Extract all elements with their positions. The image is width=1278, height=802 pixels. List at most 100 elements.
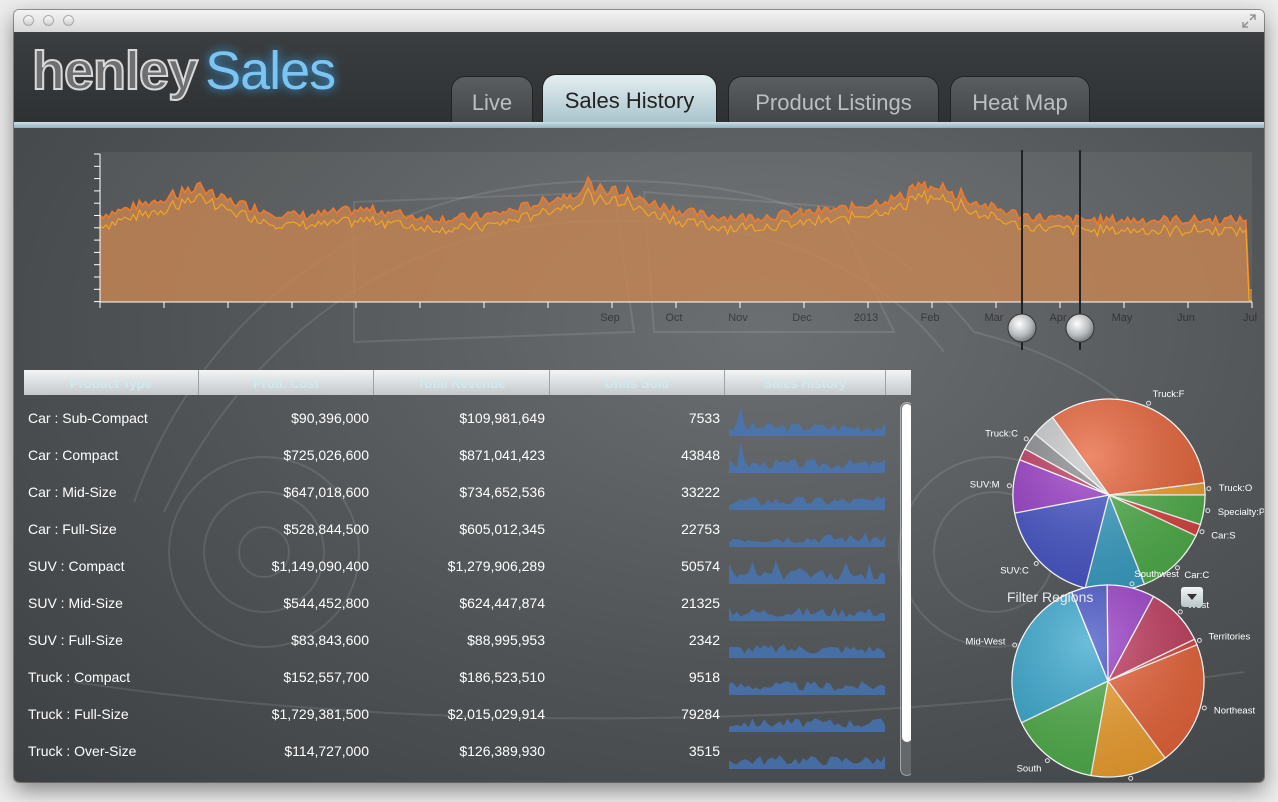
cell-cost: $114,727,000 [284,743,369,759]
cell-type: Truck : Full-Size [28,706,129,722]
cell-cost: $83,843,600 [291,632,369,648]
filter-label: Filter Regions [1007,589,1094,605]
table-row[interactable]: SUV : Full-Size $83,843,600 $88,995,953 234… [24,622,894,659]
cell-revenue: $88,995,953 [467,632,545,648]
header-label: Product Type [69,376,153,391]
zoom-button[interactable] [63,15,74,26]
cell-revenue: $2,015,029,914 [447,706,545,722]
timeline-x-label: Mar [985,312,1004,324]
title-bar [14,10,1264,33]
region-pie-label: Southwest [1134,569,1179,580]
tab-label: Product Listings [755,90,912,115]
cell-type: Car : Mid-Size [28,484,117,500]
fullscreen-icon[interactable] [1242,14,1256,28]
table-row[interactable]: Car : Compact $725,026,600 $871,041,423 438… [24,437,894,474]
cell-cost: $725,026,600 [283,447,369,463]
column-header-units-sold[interactable]: Units Sold [550,370,725,395]
cell-units: 43848 [681,447,720,463]
product-pie-label: SUV:C [1000,565,1029,576]
column-header-sales-history[interactable]: Sales History [725,370,886,395]
tab-sales-history[interactable]: Sales History [542,74,717,124]
table-row[interactable]: Truck : Compact $152,557,700 $186,523,510 9… [24,659,894,696]
product-pie-label: Truck:C [985,428,1018,439]
tab-product-listings[interactable]: Product Listings [728,76,939,123]
sales-history-sparkline [729,533,885,547]
sales-area [100,177,1252,302]
range-start-handle[interactable] [1007,313,1037,343]
cell-units: 21325 [681,595,720,611]
tab-live[interactable]: Live [451,76,533,123]
cell-type: Car : Sub-Compact [28,410,148,426]
timeline-x-label: May [1112,312,1133,324]
range-end-handle[interactable] [1065,313,1095,343]
table-header: Product Type Prod. Cost Total Revenue Un… [24,370,911,395]
sales-history-sparkline [729,644,885,658]
logo-henley: henley [31,41,199,101]
column-header-prod-cost[interactable]: Prod. Cost [199,370,374,395]
sales-timeline-chart[interactable]: Sep Oct Nov Dec 2013 Feb Mar Apr May Jun Jul [14,132,1264,362]
header-label: Sales History [763,376,847,391]
sales-history-sparkline [729,496,885,510]
cell-cost: $152,557,700 [283,669,369,685]
table-row[interactable]: Car : Sub-Compact $90,396,000 $109,981,649… [24,400,894,437]
sales-lower-line [99,187,1253,302]
cell-revenue: $109,981,649 [459,410,545,426]
table-row[interactable]: Truck : Full-Size $1,729,381,500 $2,015,02… [24,696,894,733]
cell-units: 7533 [688,410,720,426]
cell-type: Car : Compact [28,447,119,463]
logo-sales: Sales [205,41,336,101]
table-row[interactable]: SUV : Mid-Size $544,452,800 $624,447,874 21… [24,585,894,622]
tab-heat-map[interactable]: Heat Map [950,76,1090,123]
cell-revenue: $624,447,874 [459,595,545,611]
column-header-product-type[interactable]: Product Type [24,370,199,395]
cell-revenue: $605,012,345 [459,521,545,537]
timeline-x-label: Jul [1243,312,1257,324]
product-pie[interactable]: Truck:FTruck:OSpecialty:PCar:SCar:CArk-L… [970,389,1264,611]
timeline-x-label: Apr [1049,312,1066,324]
tab-label: Live [471,90,513,115]
sales-history-sparkline [729,718,885,732]
header-label: Prod. Cost [253,376,319,391]
table-row[interactable]: SUV : Compact $1,149,090,400 $1,279,906,28… [24,548,894,585]
table-row[interactable]: Truck : Over-Size $114,727,000 $126,389,93… [24,733,894,770]
close-button[interactable] [23,15,34,26]
pie-charts[interactable]: Truck:FTruck:OSpecialty:PCar:SCar:CArk-L… [914,370,1264,782]
sales-history-sparkline [729,443,885,473]
sales-table: Product Type Prod. Cost Total Revenue Un… [24,370,911,782]
product-pie-label: Truck:F [1153,389,1185,400]
region-pie-label: Territories [1209,631,1251,642]
header-label: Total Revenue [417,376,506,391]
sales-upper-line [99,175,1252,291]
cell-cost: $544,452,800 [283,595,369,611]
cell-revenue: $1,279,906,289 [447,558,545,574]
filter-regions-control[interactable]: Filter Regions [1007,587,1203,609]
column-header-total-revenue[interactable]: Total Revenue [374,370,550,395]
region-pie-label: Northeast [1214,706,1256,717]
cell-units: 2342 [688,632,720,648]
sales-history-sparkline [729,560,885,584]
table-row[interactable]: Car : Full-Size $528,844,500 $605,012,345 2… [24,511,894,548]
table-scrollbar[interactable] [900,402,911,776]
sales-history-sparkline [729,755,885,769]
cell-type: SUV : Full-Size [28,632,123,648]
minimize-button[interactable] [43,15,54,26]
tab-label: Sales History [564,88,695,113]
cell-units: 33222 [681,484,720,500]
timeline-x-label: Nov [728,312,748,324]
cell-cost: $1,729,381,500 [271,706,369,722]
cell-units: 3515 [688,743,720,759]
app-content: henley Sales Live Sales History Product L… [14,32,1264,782]
cell-units: 22753 [681,521,720,537]
sales-history-sparkline [729,607,885,621]
scrollbar-thumb[interactable] [902,404,911,742]
table-row[interactable]: Car : Mid-Size $647,018,600 $734,652,536 33… [24,474,894,511]
product-pie-label: SUV:M [970,480,1000,491]
product-pie-label: Specialty:P [1218,507,1264,518]
region-pie-label: South [1017,764,1042,775]
cell-type: Car : Full-Size [28,521,117,537]
product-pie-label: Car:C [1184,570,1209,581]
filter-dropdown-button[interactable] [1181,587,1203,607]
cell-type: SUV : Compact [28,558,125,574]
cell-units: 9518 [688,669,720,685]
timeline-x-label: Sep [600,312,620,324]
